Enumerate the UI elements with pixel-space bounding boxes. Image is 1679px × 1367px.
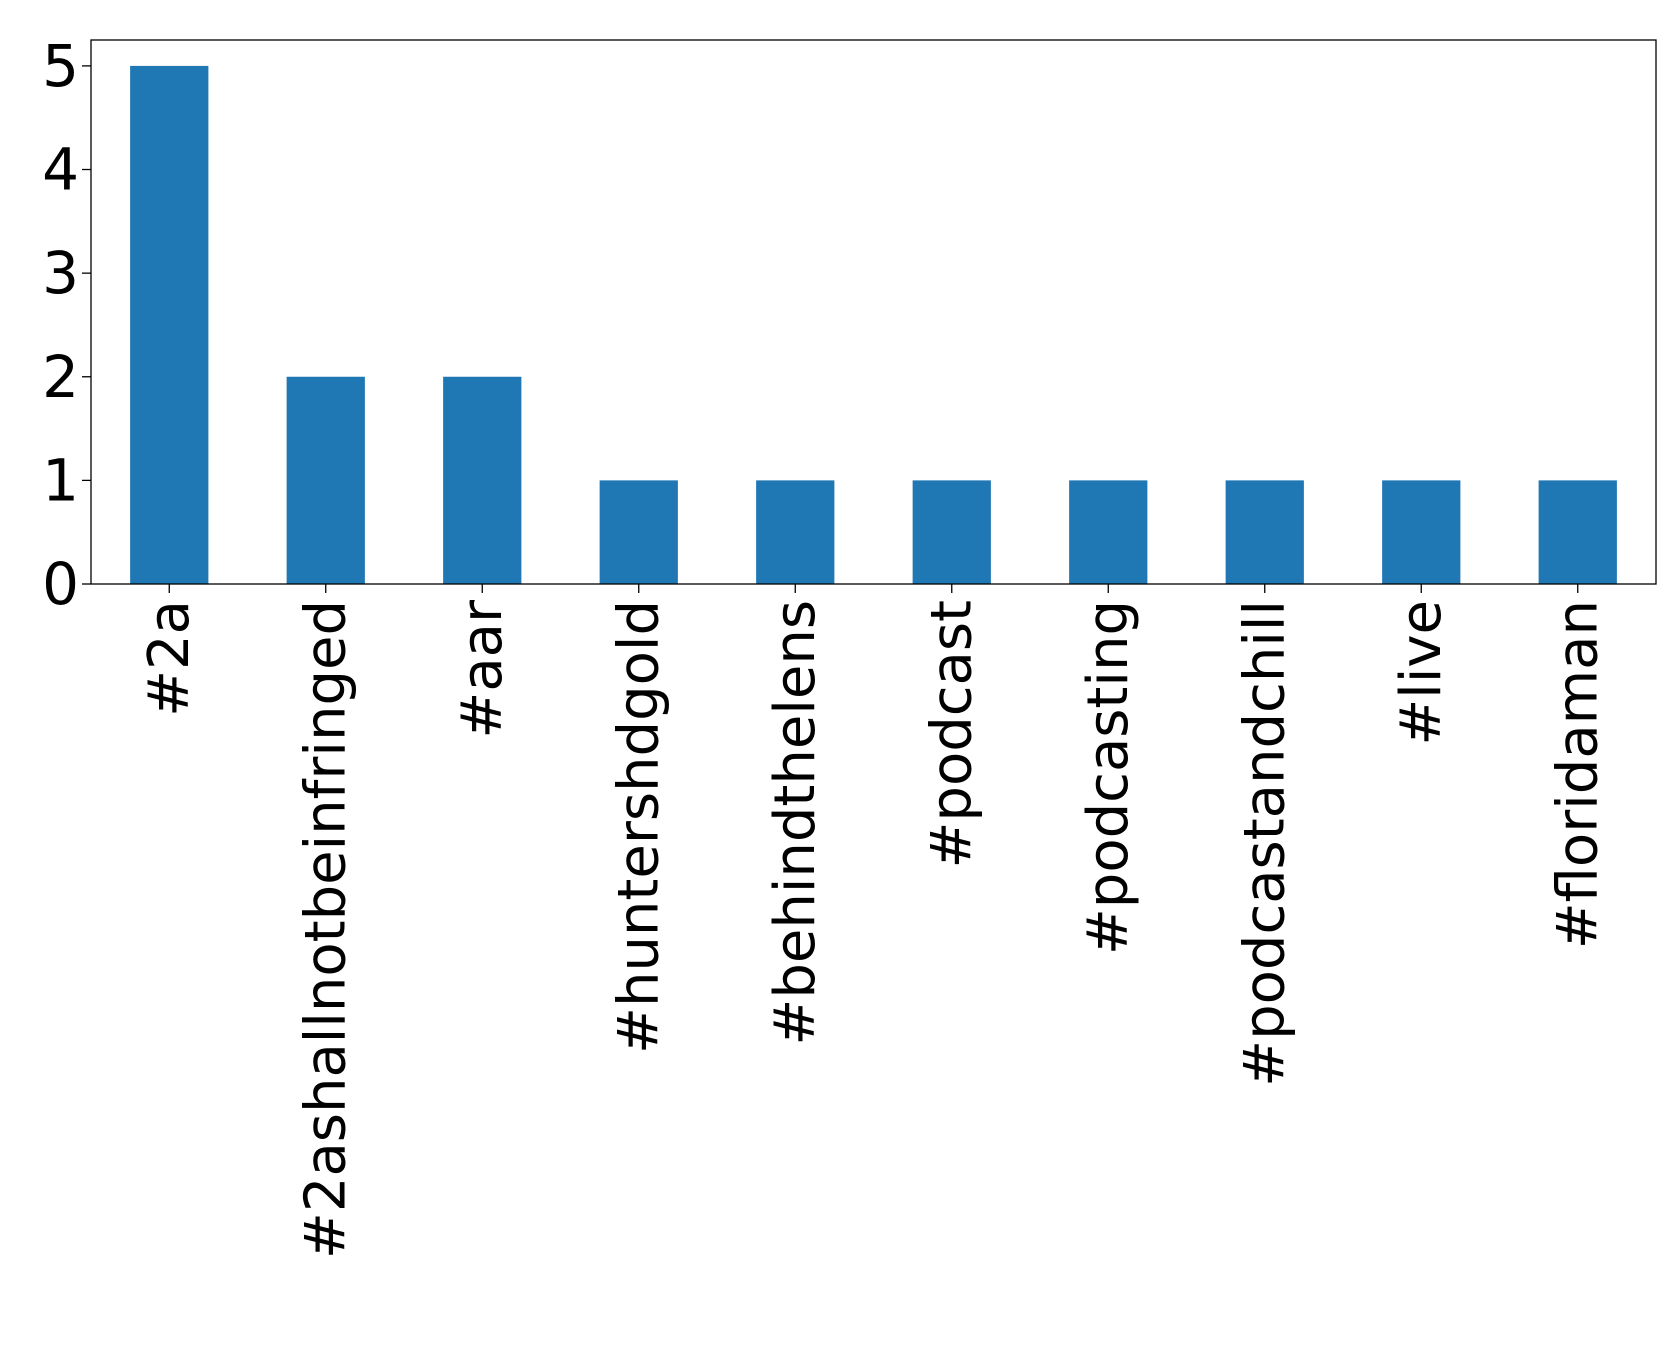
y-tick-label: 3 [42,239,79,307]
bar-floridaman [1538,480,1617,584]
y-tick-label: 2 [42,343,79,411]
x-axis-ticks: #2a #2ashallnotbeinfringed #aar #huntershdg… [137,584,1610,1259]
y-tick-label: 1 [42,446,79,514]
bar-podcastandchill [1225,480,1304,584]
x-tick-label: #2a [137,600,202,717]
y-tick-label: 5 [42,32,79,100]
axes-layer [90,39,1657,585]
bar-2a [130,65,209,584]
x-tick-label: #floridaman [1545,600,1610,949]
x-tick-label: #2ashallnotbeinfringed [293,600,358,1259]
bar-live [1382,480,1461,584]
x-tick-label: #aar [450,599,515,739]
x-tick-label: #podcastandchill [1232,600,1297,1087]
bar-podcast [912,480,991,584]
plot-frame [90,39,1657,585]
bar-behindthelens [756,480,835,584]
bars-layer [130,65,1617,584]
x-tick-label: #podcasting [1076,600,1141,955]
y-tick-label: 4 [42,136,79,204]
x-tick-label: #behindthelens [763,600,828,1046]
y-tick-label: 0 [42,550,79,618]
bar-huntershdgold [599,480,678,584]
y-axis-ticks: 0 1 2 3 4 5 [42,32,91,618]
bar-2ashallnotbeinfringed [286,376,365,584]
x-tick-label: #huntershdgold [606,600,671,1054]
bar-aar [443,376,522,584]
x-tick-label: #live [1389,600,1454,746]
x-tick-label: #podcast [919,600,984,869]
bar-podcasting [1069,480,1148,584]
